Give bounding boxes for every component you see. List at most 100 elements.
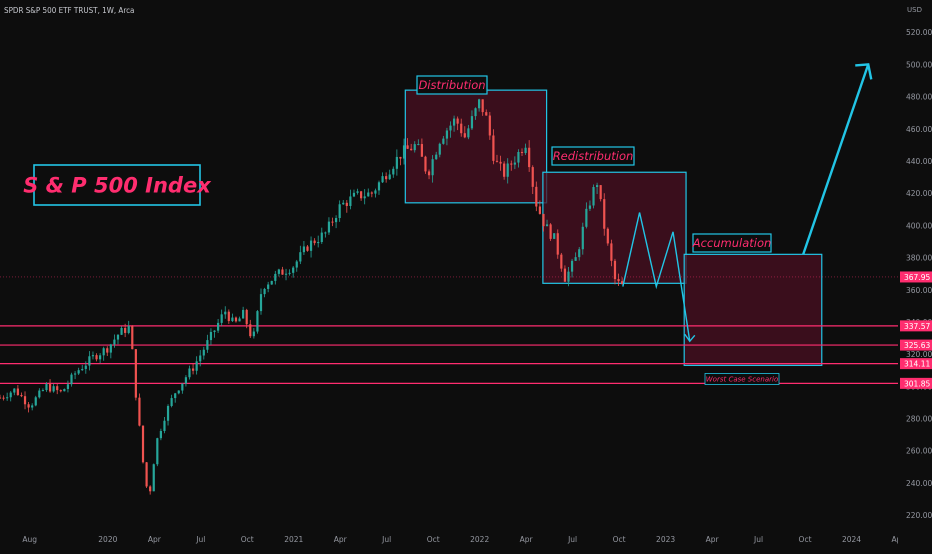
candle-body	[141, 425, 145, 463]
candle-body	[563, 268, 567, 282]
candle-body	[367, 192, 370, 197]
candle-body	[13, 388, 16, 393]
time-tick: Aug	[22, 535, 37, 544]
price-chart[interactable]: S & P 500 Index Distribution Redistributio…	[0, 0, 898, 528]
chart-canvas[interactable]: S & P 500 Index Distribution Redistributio…	[0, 0, 898, 528]
candle-body	[0, 397, 2, 399]
candle-body	[206, 340, 209, 350]
candle-body	[499, 161, 502, 164]
zone-accumulation	[683, 253, 823, 367]
time-tick: 2024	[842, 535, 861, 544]
candle-body	[610, 243, 613, 261]
worst-case-label-text: Worst Case Scenario	[706, 375, 779, 383]
level-price-text: 337.57	[904, 322, 930, 331]
accumulation-label-box	[692, 233, 772, 253]
price-tick: 400.00	[906, 221, 932, 230]
candle-body	[613, 260, 617, 280]
price-tick: 480.00	[906, 93, 932, 102]
candle-body	[195, 361, 198, 371]
candle-body	[245, 309, 248, 325]
time-tick: Jul	[381, 535, 391, 544]
candle-body	[395, 156, 398, 169]
candle-body	[474, 108, 477, 117]
candle-body	[567, 271, 570, 282]
chart-title: S & P 500 Index	[23, 164, 212, 206]
candle-body	[352, 192, 356, 197]
candle-body	[309, 240, 313, 251]
candle-body	[174, 393, 177, 399]
candle-body	[463, 133, 466, 138]
candle-body	[159, 431, 162, 439]
level-price-tag	[900, 358, 932, 370]
level-price-tag	[900, 320, 932, 332]
candle-body	[470, 116, 474, 129]
price-tick: 220.00	[906, 511, 932, 520]
candle-body	[313, 240, 316, 244]
candle-body	[2, 397, 5, 399]
candle-body	[23, 396, 27, 405]
candle-body	[45, 384, 48, 391]
candle-body	[381, 176, 384, 183]
distribution-label-text: Distribution	[418, 78, 485, 92]
price-tick: 320.00	[906, 350, 932, 359]
candle-body	[456, 118, 459, 124]
candle-body	[234, 317, 238, 322]
candle-body	[59, 390, 62, 392]
redistribution-label-box	[551, 146, 635, 166]
candle-body	[595, 185, 599, 187]
candle-body	[406, 145, 409, 149]
candle-body	[252, 331, 255, 337]
candle-body	[317, 242, 320, 244]
candle-body	[549, 224, 552, 239]
time-tick: Jul	[753, 535, 763, 544]
redistribution-label: Redistribution	[551, 146, 635, 166]
candle-body	[259, 294, 263, 312]
candle-body	[295, 261, 298, 268]
candle-body	[263, 288, 266, 295]
candle-body	[481, 99, 484, 113]
candle-body	[556, 233, 559, 255]
time-tick: Jul	[195, 535, 205, 544]
current-price-text: 367.95	[904, 273, 930, 282]
price-tick: 420.00	[906, 189, 932, 198]
candle-body	[574, 257, 577, 261]
candle-body	[560, 254, 563, 269]
price-tick: 240.00	[906, 479, 932, 488]
candle-body	[417, 144, 420, 146]
price-axis[interactable]: 220.00240.00260.00280.00300.00320.00340.…	[898, 0, 932, 528]
candle-body	[324, 232, 327, 234]
candle-body	[281, 269, 284, 275]
candle-body	[445, 130, 449, 139]
candle-body	[188, 368, 191, 378]
candle-body	[156, 438, 159, 465]
candle-body	[145, 462, 148, 487]
candle-body	[256, 311, 259, 332]
worst-case-label-box	[704, 373, 780, 385]
candle-body	[9, 392, 12, 398]
candle-body	[199, 355, 202, 362]
accumulation-label: Accumulation	[692, 233, 772, 253]
price-tick: 520.00	[906, 28, 932, 37]
candle-body	[217, 322, 220, 331]
distribution-label: Distribution	[416, 75, 488, 95]
candle-body	[84, 365, 87, 369]
candle-body	[370, 192, 373, 194]
projection-arrowhead	[684, 333, 696, 343]
candle-body	[138, 397, 141, 426]
candle-body	[585, 208, 588, 227]
candle-body	[545, 224, 549, 227]
candle-body	[149, 486, 152, 492]
candle-body	[334, 218, 338, 223]
level-price-tag	[900, 339, 932, 351]
candle-body	[513, 162, 516, 165]
candle-body	[581, 226, 584, 250]
candle-body	[460, 123, 463, 134]
candle-body	[52, 386, 55, 392]
candle-body	[56, 386, 59, 391]
candle-body	[492, 135, 495, 161]
candle-body	[570, 260, 574, 272]
time-axis[interactable]: Aug 2020 Apr Jul Oct 2021 Apr Jul Oct 2022 Apr Jul O…	[0, 528, 905, 550]
chart-title-box	[33, 164, 201, 206]
candle-body	[124, 327, 127, 333]
candle-body	[6, 397, 9, 399]
